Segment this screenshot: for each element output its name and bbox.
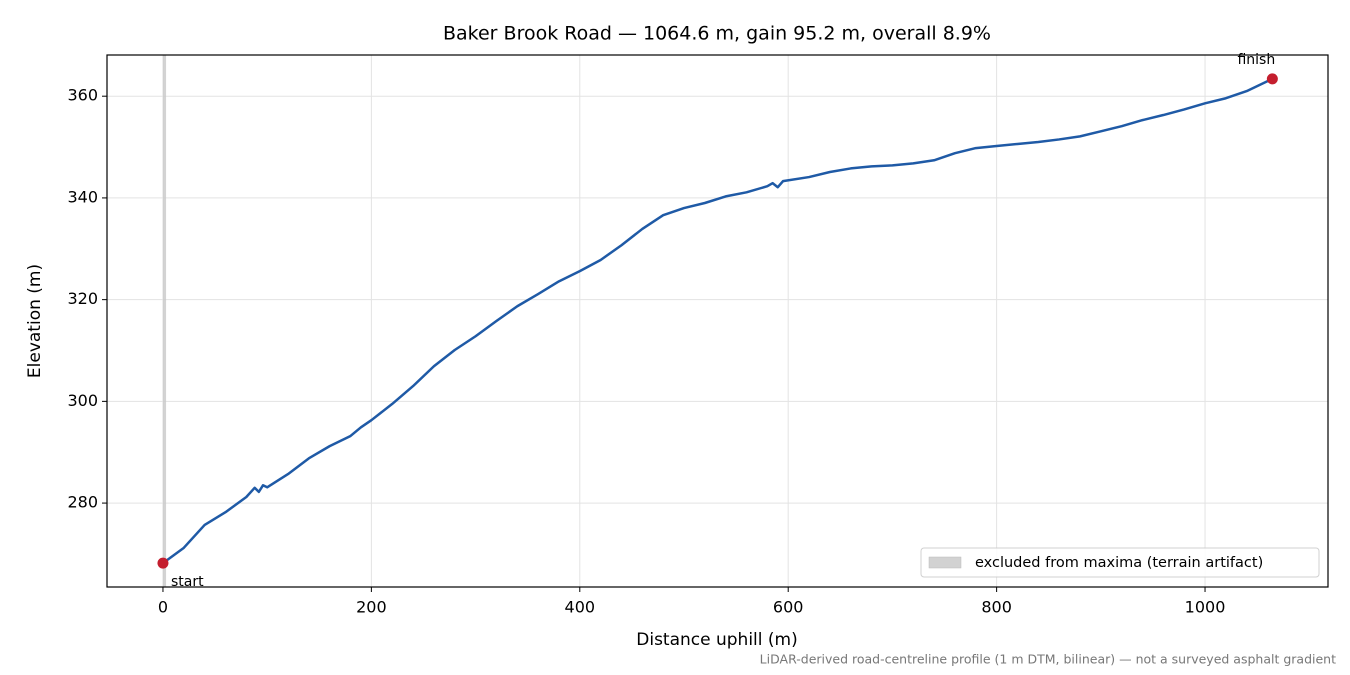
legend-swatch: [928, 556, 962, 569]
x-tick-label: 0: [158, 598, 168, 617]
x-tick-label: 200: [356, 598, 387, 617]
excluded-band: [162, 55, 167, 587]
x-tick-label: 800: [981, 598, 1012, 617]
y-tick-label: 360: [67, 86, 98, 105]
chart-title: Baker Brook Road — 1064.6 m, gain 95.2 m…: [443, 23, 991, 45]
y-tick-label: 280: [67, 493, 98, 512]
elevation-line: [162, 77, 1273, 565]
endpoint-label: finish: [1237, 52, 1275, 68]
y-tick-label: 320: [67, 289, 98, 308]
legend-box: [920, 547, 1320, 578]
x-tick-label: 1000: [1185, 598, 1226, 617]
x-tick-label: 600: [773, 598, 804, 617]
y-axis-label: Elevation (m): [25, 264, 45, 378]
endpoint-marker: [157, 557, 169, 569]
endpoint-marker: [1266, 73, 1278, 85]
x-axis-label: Distance uphill (m): [636, 630, 797, 650]
y-tick-label: 340: [67, 187, 98, 206]
footnote: LiDAR-derived road-centreline profile (1…: [760, 652, 1336, 667]
plot-frame: [106, 54, 1329, 588]
legend-label: excluded from maxima (terrain artifact): [975, 555, 1263, 571]
endpoint-label: start: [171, 574, 204, 590]
x-tick-label: 400: [565, 598, 596, 617]
y-tick-label: 300: [67, 391, 98, 410]
